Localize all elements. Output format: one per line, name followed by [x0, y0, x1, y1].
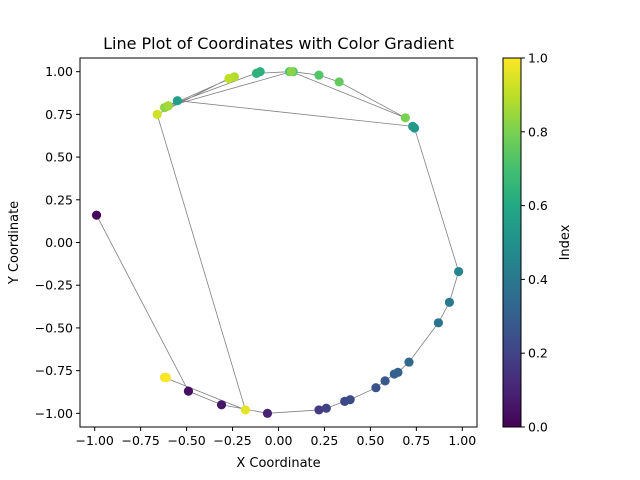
data-point-1 — [183, 386, 194, 396]
y-tick-label: 1.00 — [45, 64, 73, 79]
x-tick-label: −0.75 — [121, 433, 159, 448]
x-tick-label: 1.00 — [448, 433, 476, 448]
y-tick-label: −1.00 — [35, 406, 73, 421]
x-tick-label: −1.00 — [76, 433, 114, 448]
x-tick-label: 0.25 — [311, 433, 339, 448]
data-point-11 — [393, 367, 403, 377]
y-tick-label: −0.75 — [35, 363, 73, 378]
x-tick-label: −0.25 — [213, 433, 251, 448]
y-tick-label: 0.75 — [45, 107, 73, 122]
data-point-13 — [433, 318, 444, 328]
data-point-21 — [251, 68, 262, 78]
y-axis-label: Y Coordinate — [7, 201, 22, 285]
data-point-17 — [408, 121, 418, 131]
colorbar-label: Index — [558, 224, 573, 260]
y-tick-label: 0.50 — [45, 150, 73, 165]
data-point-18 — [172, 96, 183, 106]
data-point-12 — [404, 357, 414, 367]
series-points — [91, 67, 464, 418]
data-point-3 — [262, 408, 273, 418]
colorbar-tick-label: 0.8 — [528, 124, 548, 139]
data-point-5 — [321, 403, 331, 413]
data-point-24 — [314, 70, 324, 80]
data-point-29 — [163, 101, 173, 111]
x-tick-label: −0.50 — [167, 433, 205, 448]
data-point-33 — [240, 405, 251, 415]
colorbar-tick-label: 0.4 — [528, 272, 548, 287]
x-tick-label: 0.00 — [265, 433, 293, 448]
data-point-4 — [314, 405, 324, 415]
x-tick-label: 0.75 — [402, 433, 430, 448]
data-point-31 — [224, 73, 234, 84]
y-tick-label: 0.25 — [45, 192, 73, 207]
series-path — [96, 71, 460, 414]
data-point-14 — [444, 297, 455, 307]
x-axis-label: X Coordinate — [236, 456, 320, 471]
data-point-27 — [286, 67, 296, 77]
data-point-25 — [334, 77, 344, 87]
chart-title: Line Plot of Coordinates with Color Grad… — [103, 34, 454, 53]
data-point-8 — [371, 383, 381, 393]
colorbar-tick-label: 0.2 — [528, 346, 548, 361]
plot-frame — [79, 57, 478, 428]
colorbar-tick-label: 1.0 — [528, 51, 548, 66]
data-point-2 — [216, 400, 227, 410]
x-tick-label: 0.50 — [356, 433, 384, 448]
data-point-0 — [91, 210, 102, 220]
data-point-7 — [345, 395, 355, 405]
y-tick-label: −0.25 — [35, 278, 73, 293]
y-axis: −1.00 −0.75 −0.50 −0.25 0.00 0.25 0.50 0.75 1.00 — [35, 64, 80, 421]
series-line — [96, 71, 460, 414]
x-axis: −1.00 −0.75 −0.50 −0.25 0.00 0.25 0.50 0.75 1.00 — [76, 427, 476, 448]
colorbar-axis: 0.0 0.2 0.4 0.6 0.8 1.0 — [521, 51, 548, 435]
colorbar-tick-label: 0.0 — [528, 420, 548, 435]
y-tick-label: 0.00 — [45, 235, 73, 250]
data-point-32 — [152, 109, 162, 119]
data-point-9 — [380, 376, 390, 386]
y-tick-label: −0.50 — [35, 320, 73, 335]
data-point-26 — [400, 113, 410, 123]
data-point-15 — [454, 266, 464, 277]
data-point-35 — [161, 372, 171, 383]
colorbar — [502, 57, 522, 428]
colorbar-tick-label: 0.6 — [528, 198, 548, 213]
